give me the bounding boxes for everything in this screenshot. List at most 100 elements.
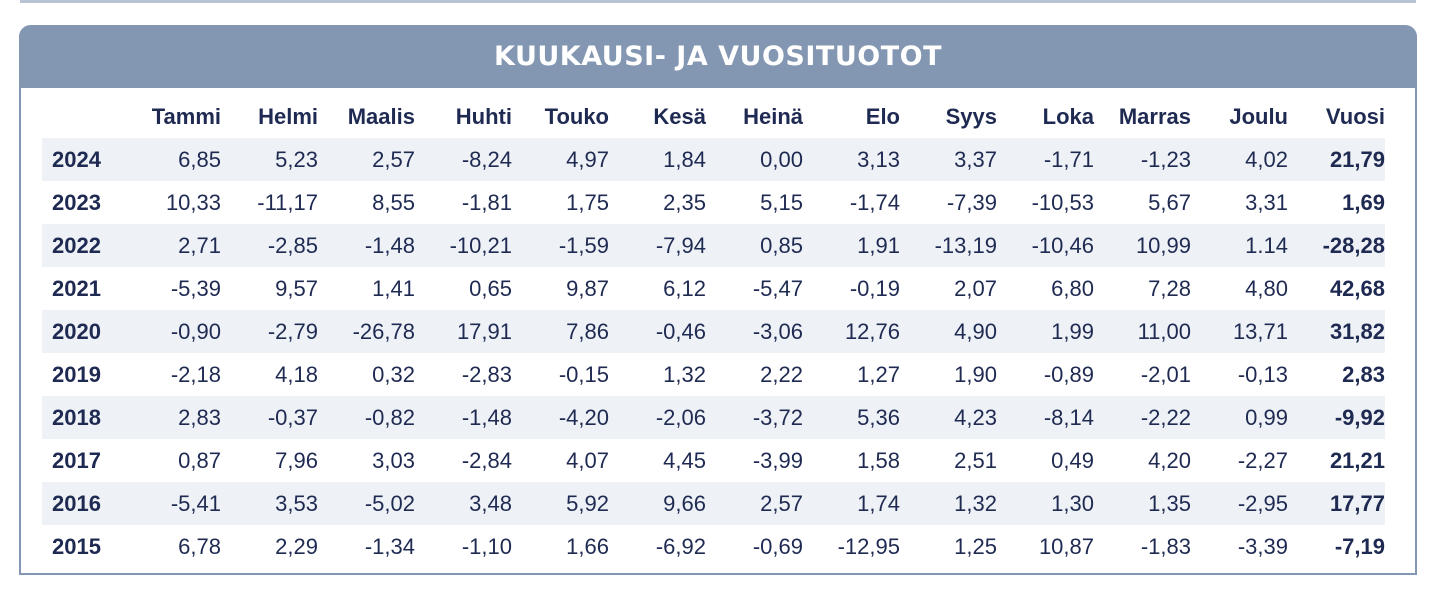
annual-return-cell: 42,68 bbox=[1329, 275, 1385, 301]
column-header-maalis: Maalis bbox=[347, 103, 415, 129]
monthly-return-cell: 5,67 bbox=[1148, 189, 1191, 215]
monthly-return-cell: -13,19 bbox=[934, 232, 997, 258]
column-header-touko: Touko bbox=[544, 103, 609, 129]
monthly-return-cell: -1,81 bbox=[461, 189, 512, 215]
monthly-return-cell: -4,20 bbox=[558, 404, 609, 430]
monthly-return-cell: 5,23 bbox=[275, 146, 318, 172]
monthly-return-cell: -1,74 bbox=[849, 189, 900, 215]
monthly-return-cell: -6,92 bbox=[655, 533, 706, 559]
annual-return-cell: -7,19 bbox=[1334, 533, 1385, 559]
column-header-marras: Marras bbox=[1118, 103, 1191, 129]
table-row: 2018 2,83 -0,37 -0,82 -1,48 -4,20 -2,06 -3,72 5,… bbox=[42, 396, 1385, 439]
column-header-syys: Syys bbox=[945, 103, 997, 129]
table-row: 2016 -5,41 3,53 -5,02 3,48 5,92 9,66 2,57 1,74 1,… bbox=[42, 482, 1385, 525]
monthly-return-cell: -10,21 bbox=[449, 232, 512, 258]
monthly-return-cell: 1,58 bbox=[857, 447, 900, 473]
monthly-return-cell: 1,75 bbox=[566, 189, 609, 215]
monthly-return-cell: 1,41 bbox=[372, 275, 415, 301]
monthly-return-cell: -10,53 bbox=[1031, 189, 1094, 215]
column-header-elo: Elo bbox=[865, 103, 900, 129]
monthly-return-cell: 1,35 bbox=[1148, 490, 1191, 516]
monthly-return-cell: 3,48 bbox=[469, 490, 512, 516]
monthly-return-cell: 2,71 bbox=[178, 232, 221, 258]
monthly-return-cell: -2,84 bbox=[461, 447, 512, 473]
table-row: 2024 6,85 5,23 2,57 -8,24 4,97 1,84 0,00 3,13 3,3… bbox=[42, 138, 1385, 181]
annual-return-cell: 1,69 bbox=[1342, 189, 1385, 215]
monthly-return-cell: 0,49 bbox=[1051, 447, 1094, 473]
monthly-return-cell: 1,74 bbox=[857, 490, 900, 516]
monthly-return-cell: 7,96 bbox=[275, 447, 318, 473]
annual-return-cell: 17,77 bbox=[1329, 490, 1385, 516]
monthly-return-cell: 12,76 bbox=[844, 318, 900, 344]
monthly-return-cell: 3,13 bbox=[857, 146, 900, 172]
monthly-return-cell: 1,66 bbox=[566, 533, 609, 559]
monthly-return-cell: 5,92 bbox=[566, 490, 609, 516]
monthly-return-cell: 4,02 bbox=[1245, 146, 1288, 172]
monthly-return-cell: -0,13 bbox=[1237, 361, 1288, 387]
annual-return-cell: 21,21 bbox=[1329, 447, 1385, 473]
returns-table: Tammi Helmi Maalis Huhti Touko Kesä Heinä Elo Sy… bbox=[42, 95, 1385, 568]
monthly-return-cell: -2,85 bbox=[267, 232, 318, 258]
year-cell: 2016 bbox=[52, 490, 101, 516]
table-row: 2017 0,87 7,96 3,03 -2,84 4,07 4,45 -3,99 1,58 2,… bbox=[42, 439, 1385, 482]
monthly-return-cell: -1,83 bbox=[1140, 533, 1191, 559]
monthly-return-cell: -2,95 bbox=[1237, 490, 1288, 516]
column-header-joulu: Joulu bbox=[1229, 103, 1288, 129]
monthly-return-cell: 9,87 bbox=[566, 275, 609, 301]
monthly-return-cell: -7,39 bbox=[946, 189, 997, 215]
monthly-return-cell: 4,20 bbox=[1148, 447, 1191, 473]
monthly-return-cell: 6,12 bbox=[663, 275, 706, 301]
monthly-return-cell: 7,28 bbox=[1148, 275, 1191, 301]
monthly-return-cell: 7,86 bbox=[566, 318, 609, 344]
column-header-kesä: Kesä bbox=[653, 103, 706, 129]
monthly-return-cell: 2,07 bbox=[954, 275, 997, 301]
monthly-return-cell: 2,57 bbox=[372, 146, 415, 172]
monthly-return-cell: -8,14 bbox=[1043, 404, 1094, 430]
year-cell: 2024 bbox=[52, 146, 101, 172]
header-row: Tammi Helmi Maalis Huhti Touko Kesä Heinä Elo Sy… bbox=[42, 95, 1385, 138]
monthly-return-cell: 3,37 bbox=[954, 146, 997, 172]
annual-return-cell: -28,28 bbox=[1322, 232, 1385, 258]
monthly-return-cell: -5,02 bbox=[364, 490, 415, 516]
monthly-return-cell: -2,22 bbox=[1140, 404, 1191, 430]
monthly-return-cell: 10,33 bbox=[165, 189, 221, 215]
monthly-return-cell: -7,94 bbox=[655, 232, 706, 258]
year-cell: 2017 bbox=[52, 447, 101, 473]
monthly-return-cell: 1,27 bbox=[857, 361, 900, 387]
table-body: 2024 6,85 5,23 2,57 -8,24 4,97 1,84 0,00 3,13 3,3… bbox=[42, 138, 1385, 568]
monthly-return-cell: 13,71 bbox=[1232, 318, 1288, 344]
year-cell: 2020 bbox=[52, 318, 101, 344]
monthly-return-cell: -5,39 bbox=[170, 275, 221, 301]
monthly-return-cell: -2,18 bbox=[170, 361, 221, 387]
monthly-return-cell: -3,99 bbox=[752, 447, 803, 473]
monthly-return-cell: 5,36 bbox=[857, 404, 900, 430]
monthly-return-cell: 1,99 bbox=[1051, 318, 1094, 344]
monthly-return-cell: 0,85 bbox=[760, 232, 803, 258]
monthly-return-cell: -1,48 bbox=[364, 232, 415, 258]
year-cell: 2018 bbox=[52, 404, 101, 430]
year-column-header bbox=[42, 95, 124, 138]
monthly-return-cell: 9,66 bbox=[663, 490, 706, 516]
monthly-return-cell: 3,03 bbox=[372, 447, 415, 473]
monthly-return-cell: -0,89 bbox=[1043, 361, 1094, 387]
monthly-return-cell: 2,35 bbox=[663, 189, 706, 215]
monthly-return-cell: 1,32 bbox=[954, 490, 997, 516]
monthly-return-cell: 3,53 bbox=[275, 490, 318, 516]
monthly-return-cell: 6,78 bbox=[178, 533, 221, 559]
monthly-return-cell: -2,79 bbox=[267, 318, 318, 344]
monthly-return-cell: -1,34 bbox=[364, 533, 415, 559]
monthly-return-cell: -0,15 bbox=[558, 361, 609, 387]
monthly-return-cell: -1,59 bbox=[558, 232, 609, 258]
monthly-return-cell: -8,24 bbox=[461, 146, 512, 172]
monthly-return-cell: 10,87 bbox=[1038, 533, 1094, 559]
returns-panel: KUUKAUSI- JA VUOSITUOTOT Tammi Helmi Maali… bbox=[19, 25, 1417, 575]
monthly-return-cell: 5,15 bbox=[760, 189, 803, 215]
monthly-return-cell: 4,45 bbox=[663, 447, 706, 473]
monthly-return-cell: 0,32 bbox=[372, 361, 415, 387]
monthly-return-cell: -11,17 bbox=[257, 189, 318, 215]
monthly-return-cell: -2,06 bbox=[655, 404, 706, 430]
monthly-return-cell: 4,18 bbox=[275, 361, 318, 387]
monthly-return-cell: 0,00 bbox=[760, 146, 803, 172]
monthly-return-cell: -26,78 bbox=[352, 318, 415, 344]
monthly-return-cell: 2,51 bbox=[954, 447, 997, 473]
